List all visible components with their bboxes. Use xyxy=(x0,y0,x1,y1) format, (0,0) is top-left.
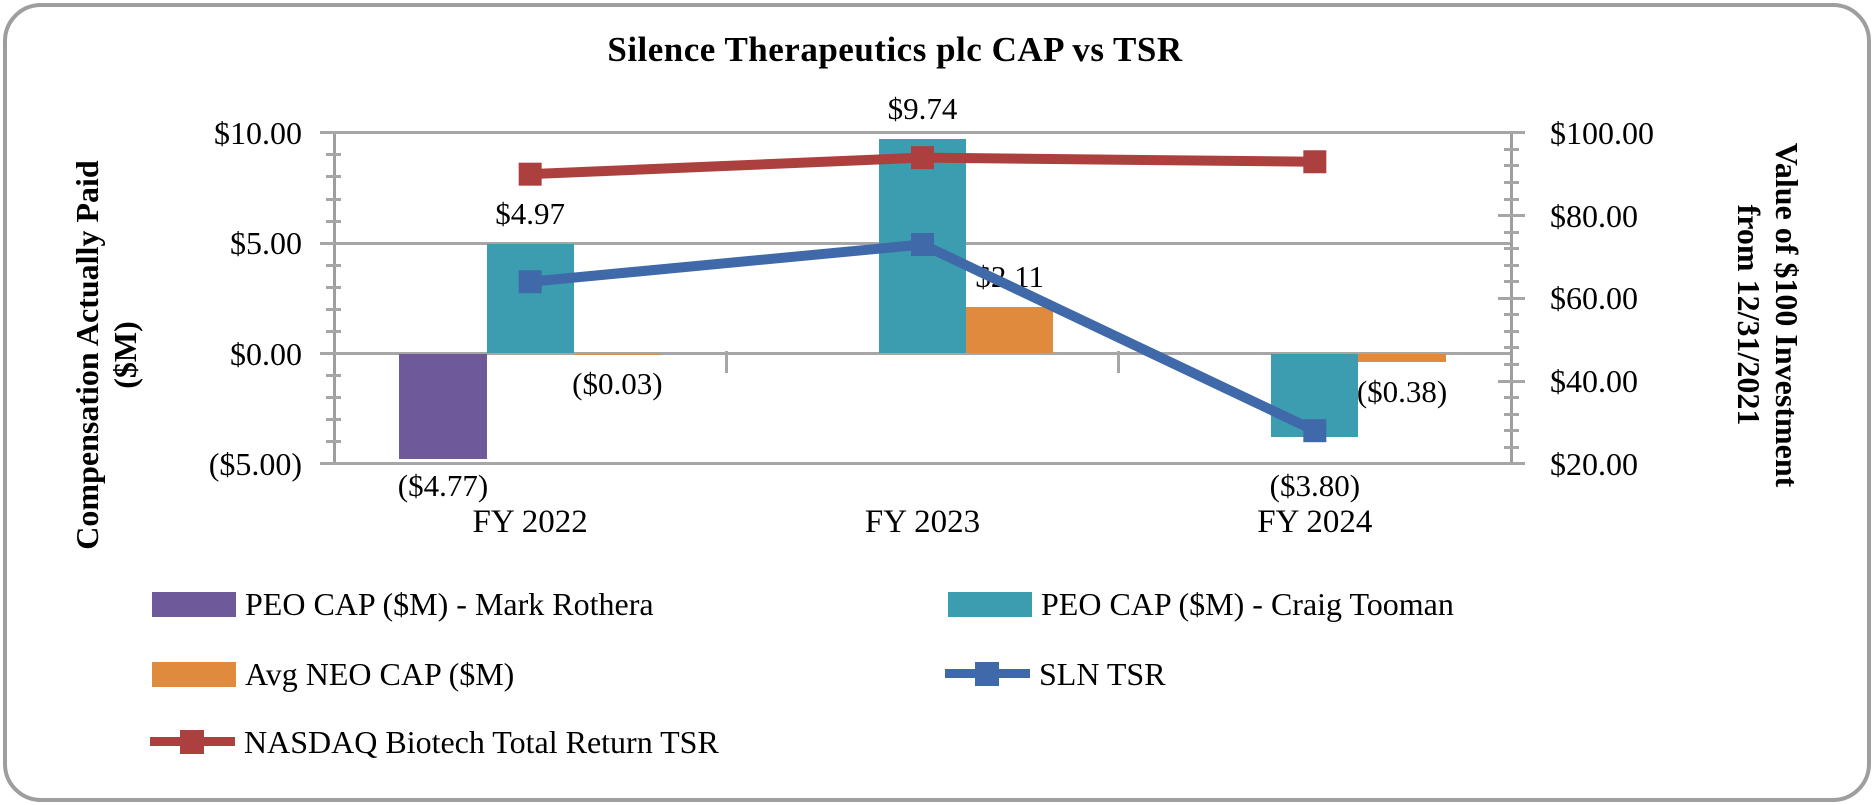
left-axis-line xyxy=(332,131,336,466)
left-axis-tick-label: ($5.00) xyxy=(208,445,302,482)
gridline xyxy=(334,352,1511,355)
right-axis-major-tick xyxy=(1498,296,1525,300)
legend-swatch-orange-bar xyxy=(152,661,236,687)
gridline xyxy=(334,462,1511,466)
x-axis-category-tick xyxy=(1117,350,1121,373)
right-axis-minor-tick xyxy=(1504,147,1519,151)
nasdaq-biotech-total-return-tsr-marker-fy-2023 xyxy=(911,146,934,170)
bar-avg-neo-cap-m--fy-2023 xyxy=(966,306,1054,354)
right-axis-minor-tick xyxy=(1504,412,1519,416)
legend-item-peo-cap-craig-tooman: PEO CAP ($M) - Craig Tooman xyxy=(948,585,1454,623)
right-axis-tick-label: $100.00 xyxy=(1550,114,1654,151)
right-axis-major-tick xyxy=(1498,131,1525,135)
bar-peo-cap-m-mark-rothera-fy-2022 xyxy=(399,353,487,459)
x-category-label: FY 2023 xyxy=(864,504,981,540)
bar-avg-neo-cap-m--fy-2022 xyxy=(573,353,661,355)
left-axis-minor-tick xyxy=(326,285,341,289)
legend-item-sln-tsr: SLN TSR xyxy=(945,655,1166,693)
x-axis-category-tick xyxy=(724,350,728,373)
left-axis-minor-tick xyxy=(326,219,341,223)
legend-label: PEO CAP ($M) - Mark Rothera xyxy=(245,585,654,622)
left-axis-minor-tick xyxy=(326,197,341,201)
right-axis-tick-label: $20.00 xyxy=(1550,445,1638,482)
bar-data-label: ($0.38) xyxy=(1356,373,1448,409)
gridline xyxy=(334,131,1511,135)
x-category-label: FY 2022 xyxy=(472,504,588,540)
sln-tsr-marker-fy-2024 xyxy=(1303,419,1327,443)
left-axis-major-tick xyxy=(320,131,347,135)
left-axis-minor-tick xyxy=(326,175,341,179)
right-axis-tick-label: $40.00 xyxy=(1550,363,1638,400)
left-axis-minor-tick xyxy=(326,329,341,333)
right-axis-minor-tick xyxy=(1504,346,1519,350)
left-axis-major-tick xyxy=(320,352,347,355)
legend-label: SLN TSR xyxy=(1039,655,1166,692)
legend-label: PEO CAP ($M) - Craig Tooman xyxy=(1041,585,1454,622)
right-axis-major-tick xyxy=(1498,214,1525,218)
chart-title: Silence Therapeutics plc CAP vs TSR xyxy=(607,30,1183,69)
left-axis-tick-label: $10.00 xyxy=(214,114,302,151)
left-axis-major-tick xyxy=(320,462,347,466)
right-axis-minor-tick xyxy=(1504,247,1519,251)
bar-data-label: $9.74 xyxy=(887,90,958,126)
right-axis-minor-tick xyxy=(1504,329,1519,333)
legend-item-nasdaq-biotech-tsr: NASDAQ Biotech Total Return TSR xyxy=(150,723,719,761)
sln-tsr-line xyxy=(529,239,1317,436)
bar-data-label: ($0.03) xyxy=(572,366,663,402)
left-axis-major-tick xyxy=(320,241,347,245)
bar-data-label: $4.97 xyxy=(495,195,566,231)
left-axis-tick-label: $0.00 xyxy=(230,335,302,372)
left-axis-minor-tick xyxy=(326,396,341,400)
right-axis-minor-tick xyxy=(1504,396,1519,400)
right-axis-minor-tick xyxy=(1504,445,1519,449)
legend-swatch-blue-line-marker xyxy=(945,661,1030,687)
right-axis-minor-tick xyxy=(1504,230,1519,234)
legend-swatch-teal-bar xyxy=(948,591,1032,617)
left-axis-minor-tick xyxy=(326,307,341,311)
right-axis-minor-tick xyxy=(1504,180,1519,184)
right-axis-minor-tick xyxy=(1504,263,1519,267)
left-axis-minor-tick xyxy=(326,263,341,267)
legend-swatch-red-line-marker xyxy=(150,729,235,755)
legend-label: NASDAQ Biotech Total Return TSR xyxy=(244,723,719,760)
sln-tsr-marker-fy-2023 xyxy=(911,233,934,257)
right-axis-minor-tick xyxy=(1504,313,1519,317)
left-axis-minor-tick xyxy=(326,374,341,378)
left-axis-minor-tick xyxy=(326,153,341,157)
left-axis-minor-tick xyxy=(326,418,341,422)
x-category-label: FY 2024 xyxy=(1257,504,1373,540)
sln-tsr-marker-fy-2022 xyxy=(518,270,542,294)
right-axis-tick-label: $80.00 xyxy=(1550,197,1638,234)
legend-item-peo-cap-mark-rothera: PEO CAP ($M) - Mark Rothera xyxy=(152,585,654,623)
right-axis-minor-tick xyxy=(1504,429,1519,433)
bar-data-label: ($3.80) xyxy=(1269,468,1361,503)
nasdaq-biotech-total-return-tsr-marker-fy-2022 xyxy=(518,162,542,186)
right-axis-minor-tick xyxy=(1504,363,1519,366)
legend-label: Avg NEO CAP ($M) xyxy=(245,655,515,692)
nasdaq-biotech-total-return-tsr-marker-fy-2024 xyxy=(1303,150,1327,174)
left-axis-minor-tick xyxy=(326,440,341,444)
bar-peo-cap-m-craig-tooman-fy-2022 xyxy=(486,243,574,354)
bar-data-label: ($4.77) xyxy=(397,468,489,503)
right-axis-minor-tick xyxy=(1504,280,1519,284)
legend-swatch-purple-bar xyxy=(152,591,236,617)
right-axis-major-tick xyxy=(1498,379,1525,383)
right-axis-tick-label: $60.00 xyxy=(1550,280,1638,317)
left-axis-tick-label: $5.00 xyxy=(230,225,302,262)
right-axis-major-tick xyxy=(1498,462,1525,466)
right-axis-minor-tick xyxy=(1504,197,1519,201)
legend-item-avg-neo-cap: Avg NEO CAP ($M) xyxy=(152,655,514,693)
right-axis-minor-tick xyxy=(1504,164,1519,168)
bar-avg-neo-cap-m--fy-2024 xyxy=(1358,353,1446,362)
